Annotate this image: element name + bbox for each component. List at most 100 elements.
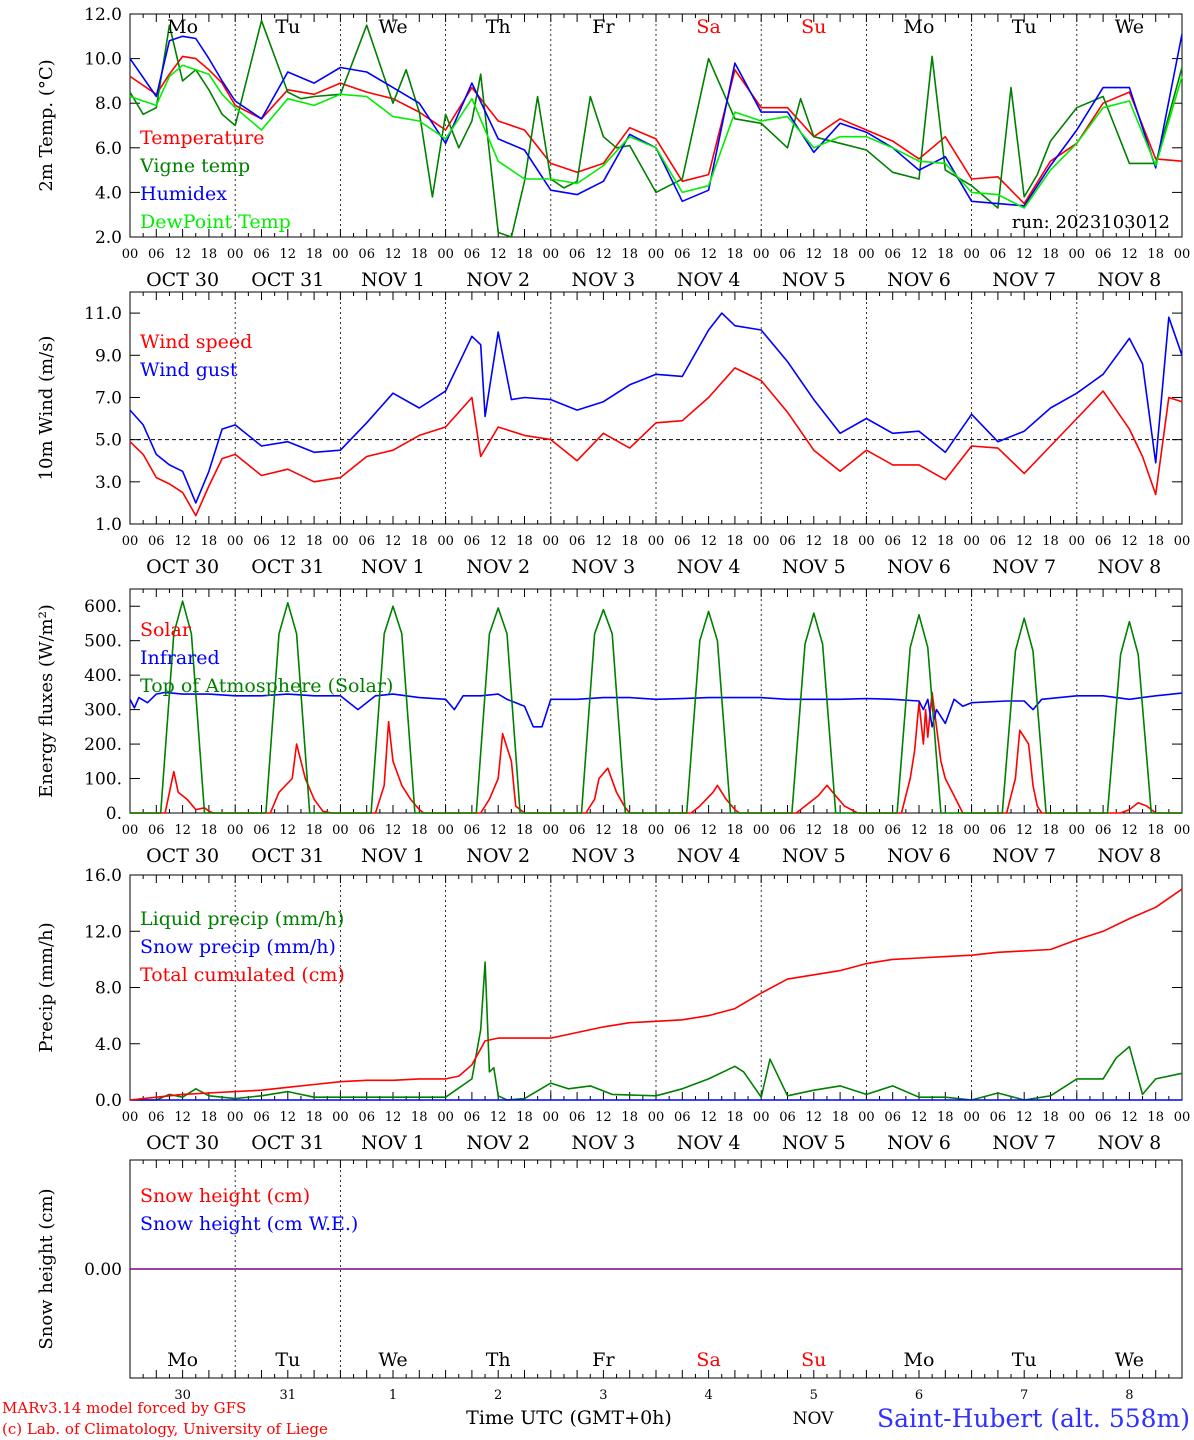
hour-tick-label: 12: [385, 247, 402, 262]
hour-tick-label: 18: [832, 534, 849, 549]
hour-tick-label: 18: [201, 823, 218, 838]
date-label: NOV 1: [361, 556, 425, 578]
hour-tick-label: 18: [727, 247, 744, 262]
hour-tick-label: 18: [1147, 1110, 1164, 1125]
hour-tick-label: 06: [990, 534, 1007, 549]
day-number-label: 7: [1020, 1388, 1028, 1403]
y-tick-label: 7.0: [95, 388, 122, 408]
legend-entry: Snow height (cm): [140, 1185, 310, 1207]
hour-tick-label: 00: [122, 534, 139, 549]
day-number-label: 6: [915, 1388, 923, 1403]
weekday-label: Tu: [1012, 16, 1037, 38]
hour-tick-label: 18: [516, 823, 533, 838]
hour-tick-label: 06: [464, 823, 481, 838]
hour-tick-label: 00: [648, 1110, 665, 1125]
hour-tick-label: 00: [858, 534, 875, 549]
hour-tick-label: 18: [201, 534, 218, 549]
hour-tick-label: 12: [1121, 823, 1138, 838]
hour-tick-label: 12: [280, 247, 297, 262]
y-tick-label: 4.0: [95, 183, 122, 203]
series-line: [130, 600, 1182, 814]
date-label: NOV 3: [572, 845, 636, 867]
hour-tick-label: 18: [832, 823, 849, 838]
hour-tick-label: 06: [990, 247, 1007, 262]
hour-tick-label: 12: [174, 247, 191, 262]
hour-tick-label: 18: [937, 1110, 954, 1125]
series-line: [129, 312, 1183, 504]
hour-tick-label: 00: [1174, 1110, 1191, 1125]
series-line: [130, 961, 1183, 1101]
date-label: NOV 2: [466, 845, 530, 867]
hour-tick-label: 12: [174, 1110, 191, 1125]
date-label: NOV 1: [361, 1132, 425, 1154]
weekday-label: We: [1115, 1349, 1144, 1371]
hour-tick-label: 06: [674, 1110, 691, 1125]
date-label: NOV 8: [1098, 556, 1162, 578]
hour-tick-label: 18: [727, 1110, 744, 1125]
hour-tick-label: 00: [332, 247, 349, 262]
hour-tick-label: 00: [753, 1110, 770, 1125]
hour-tick-label: 06: [464, 247, 481, 262]
hour-tick-label: 18: [411, 823, 428, 838]
series-line: [129, 367, 1183, 517]
legend-entry: Humidex: [140, 183, 227, 205]
weekday-label: We: [378, 1349, 407, 1371]
hour-tick-label: 06: [569, 534, 586, 549]
date-label: NOV 5: [782, 845, 846, 867]
hour-tick-label: 12: [806, 534, 823, 549]
hour-tick-label: 18: [516, 247, 533, 262]
legend-entry: Vigne temp: [139, 155, 250, 177]
hour-tick-label: 12: [806, 823, 823, 838]
date-label: OCT 31: [251, 1132, 324, 1154]
date-label: NOV 7: [992, 1132, 1056, 1154]
hour-tick-label: 12: [174, 534, 191, 549]
hour-tick-label: 18: [306, 1110, 323, 1125]
y-tick-label: 0.00: [84, 1260, 122, 1280]
hour-tick-label: 06: [1095, 534, 1112, 549]
hour-tick-label: 18: [411, 1110, 428, 1125]
hour-tick-label: 12: [1121, 534, 1138, 549]
hour-tick-label: 18: [306, 823, 323, 838]
hour-tick-label: 12: [1016, 247, 1033, 262]
series-line: [129, 691, 1183, 728]
hour-tick-label: 12: [700, 247, 717, 262]
date-label: OCT 30: [146, 845, 219, 867]
hour-tick-label: 00: [1174, 823, 1191, 838]
hour-tick-label: 00: [122, 247, 139, 262]
hour-tick-label: 06: [569, 823, 586, 838]
hour-tick-label: 18: [201, 1110, 218, 1125]
hour-tick-label: 12: [595, 247, 612, 262]
hour-tick-label: 18: [516, 534, 533, 549]
hour-tick-label: 06: [464, 534, 481, 549]
day-number-label: 3: [599, 1388, 607, 1403]
y-axis-title: Snow height (cm): [36, 1188, 57, 1349]
hour-tick-label: 18: [727, 534, 744, 549]
legend-entry: Wind speed: [140, 331, 252, 353]
date-label: NOV 4: [677, 1132, 741, 1154]
hour-tick-label: 06: [253, 1110, 270, 1125]
hour-tick-label: 06: [464, 1110, 481, 1125]
legend-entry: Wind gust: [140, 359, 238, 381]
hour-tick-label: 00: [648, 823, 665, 838]
hour-tick-label: 18: [937, 823, 954, 838]
y-axis-title: Energy fluxes (W/m²): [36, 604, 57, 798]
hour-tick-label: 12: [385, 534, 402, 549]
date-label: NOV 1: [361, 845, 425, 867]
hour-tick-label: 00: [858, 247, 875, 262]
hour-tick-label: 00: [648, 247, 665, 262]
date-label: OCT 31: [251, 269, 324, 291]
legend-entry: Temperature: [140, 127, 264, 149]
hour-tick-label: 00: [227, 247, 244, 262]
y-axis-title: 10m Wind (m/s): [36, 336, 57, 481]
hour-tick-label: 06: [253, 823, 270, 838]
hour-tick-label: 00: [753, 534, 770, 549]
y-tick-label: 1.0: [95, 515, 122, 535]
y-tick-label: 300.: [84, 701, 122, 721]
hour-tick-label: 12: [490, 534, 507, 549]
y-axis-title: 2m Temp. (°C): [36, 59, 57, 191]
weekday-label: Mo: [904, 16, 935, 38]
hour-tick-label: 00: [543, 823, 560, 838]
hour-tick-label: 00: [227, 823, 244, 838]
hour-tick-label: 06: [358, 1110, 375, 1125]
